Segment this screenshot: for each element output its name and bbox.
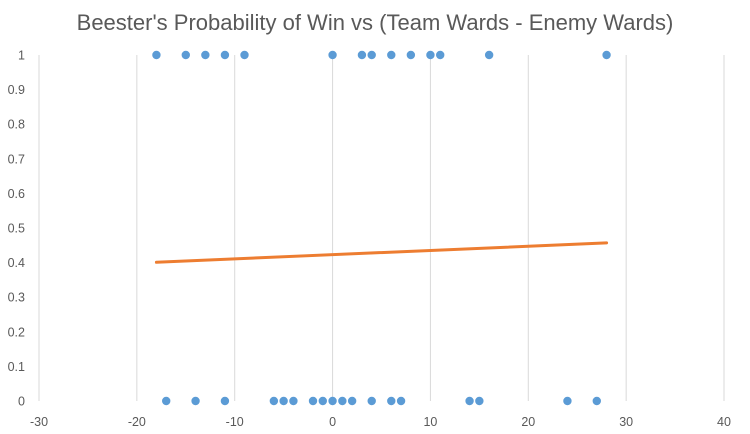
- data-point: [387, 50, 396, 60]
- data-point: [328, 396, 337, 406]
- data-point: [220, 396, 230, 406]
- data-point: [357, 50, 367, 60]
- y-tick-label: 0.3: [8, 291, 25, 305]
- data-point: [181, 50, 190, 60]
- y-tick-label: 0.4: [8, 256, 25, 270]
- gridlines: [38, 55, 725, 401]
- x-tick-label: -30: [30, 415, 48, 429]
- x-tick-label: 30: [619, 415, 633, 429]
- data-point: [387, 396, 396, 406]
- trendline: [154, 241, 609, 264]
- chart-title: Beester's Probability of Win vs (Team Wa…: [77, 10, 674, 35]
- x-tick-label: -20: [128, 415, 146, 429]
- trendline-layer: [154, 241, 609, 264]
- data-point: [367, 396, 376, 406]
- data-point: [367, 50, 376, 60]
- data-point: [318, 396, 327, 406]
- data-point: [465, 396, 474, 406]
- x-tick-label: 40: [717, 415, 731, 429]
- y-tick-label: 0.6: [8, 187, 25, 201]
- y-axis-ticks: 0 0.1 0.2 0.3 0.4 0.5 0.6 0.7 0.8 0.9 1: [8, 49, 25, 409]
- x-tick-label: 0: [329, 415, 336, 429]
- y-tick-label: 0.9: [8, 83, 25, 97]
- data-point: [347, 396, 357, 406]
- data-point: [191, 396, 200, 406]
- y-tick-label: 0.7: [8, 152, 25, 166]
- data-point: [426, 50, 435, 60]
- data-point: [592, 396, 601, 406]
- data-point: [328, 50, 337, 60]
- data-point: [240, 50, 249, 60]
- x-tick-label: 10: [423, 415, 437, 429]
- y-tick-label: 0.1: [8, 360, 25, 374]
- y-tick-label: 0.8: [8, 118, 25, 132]
- data-point: [396, 396, 406, 406]
- data-point: [308, 396, 318, 406]
- data-point: [484, 50, 494, 60]
- data-point: [152, 50, 161, 60]
- data-point: [289, 396, 298, 406]
- data-point: [201, 50, 210, 60]
- data-point: [220, 50, 230, 60]
- data-point: [406, 50, 416, 60]
- y-tick-label: 0.5: [8, 222, 25, 236]
- y-tick-label: 0.2: [8, 325, 25, 339]
- data-point: [338, 396, 347, 406]
- data-point: [602, 50, 611, 60]
- data-point: [269, 396, 279, 406]
- x-tick-label: -10: [226, 415, 244, 429]
- data-point: [475, 396, 484, 406]
- y-tick-label: 1: [18, 49, 25, 63]
- x-axis-ticks: -30 -20 -10 0 10 20 30 40: [30, 415, 731, 429]
- data-point: [563, 396, 572, 406]
- data-points: [152, 50, 611, 406]
- x-tick-label: 20: [521, 415, 535, 429]
- data-point: [436, 50, 445, 60]
- data-point: [162, 396, 171, 406]
- y-tick-label: 0: [18, 395, 25, 409]
- data-point: [279, 396, 288, 406]
